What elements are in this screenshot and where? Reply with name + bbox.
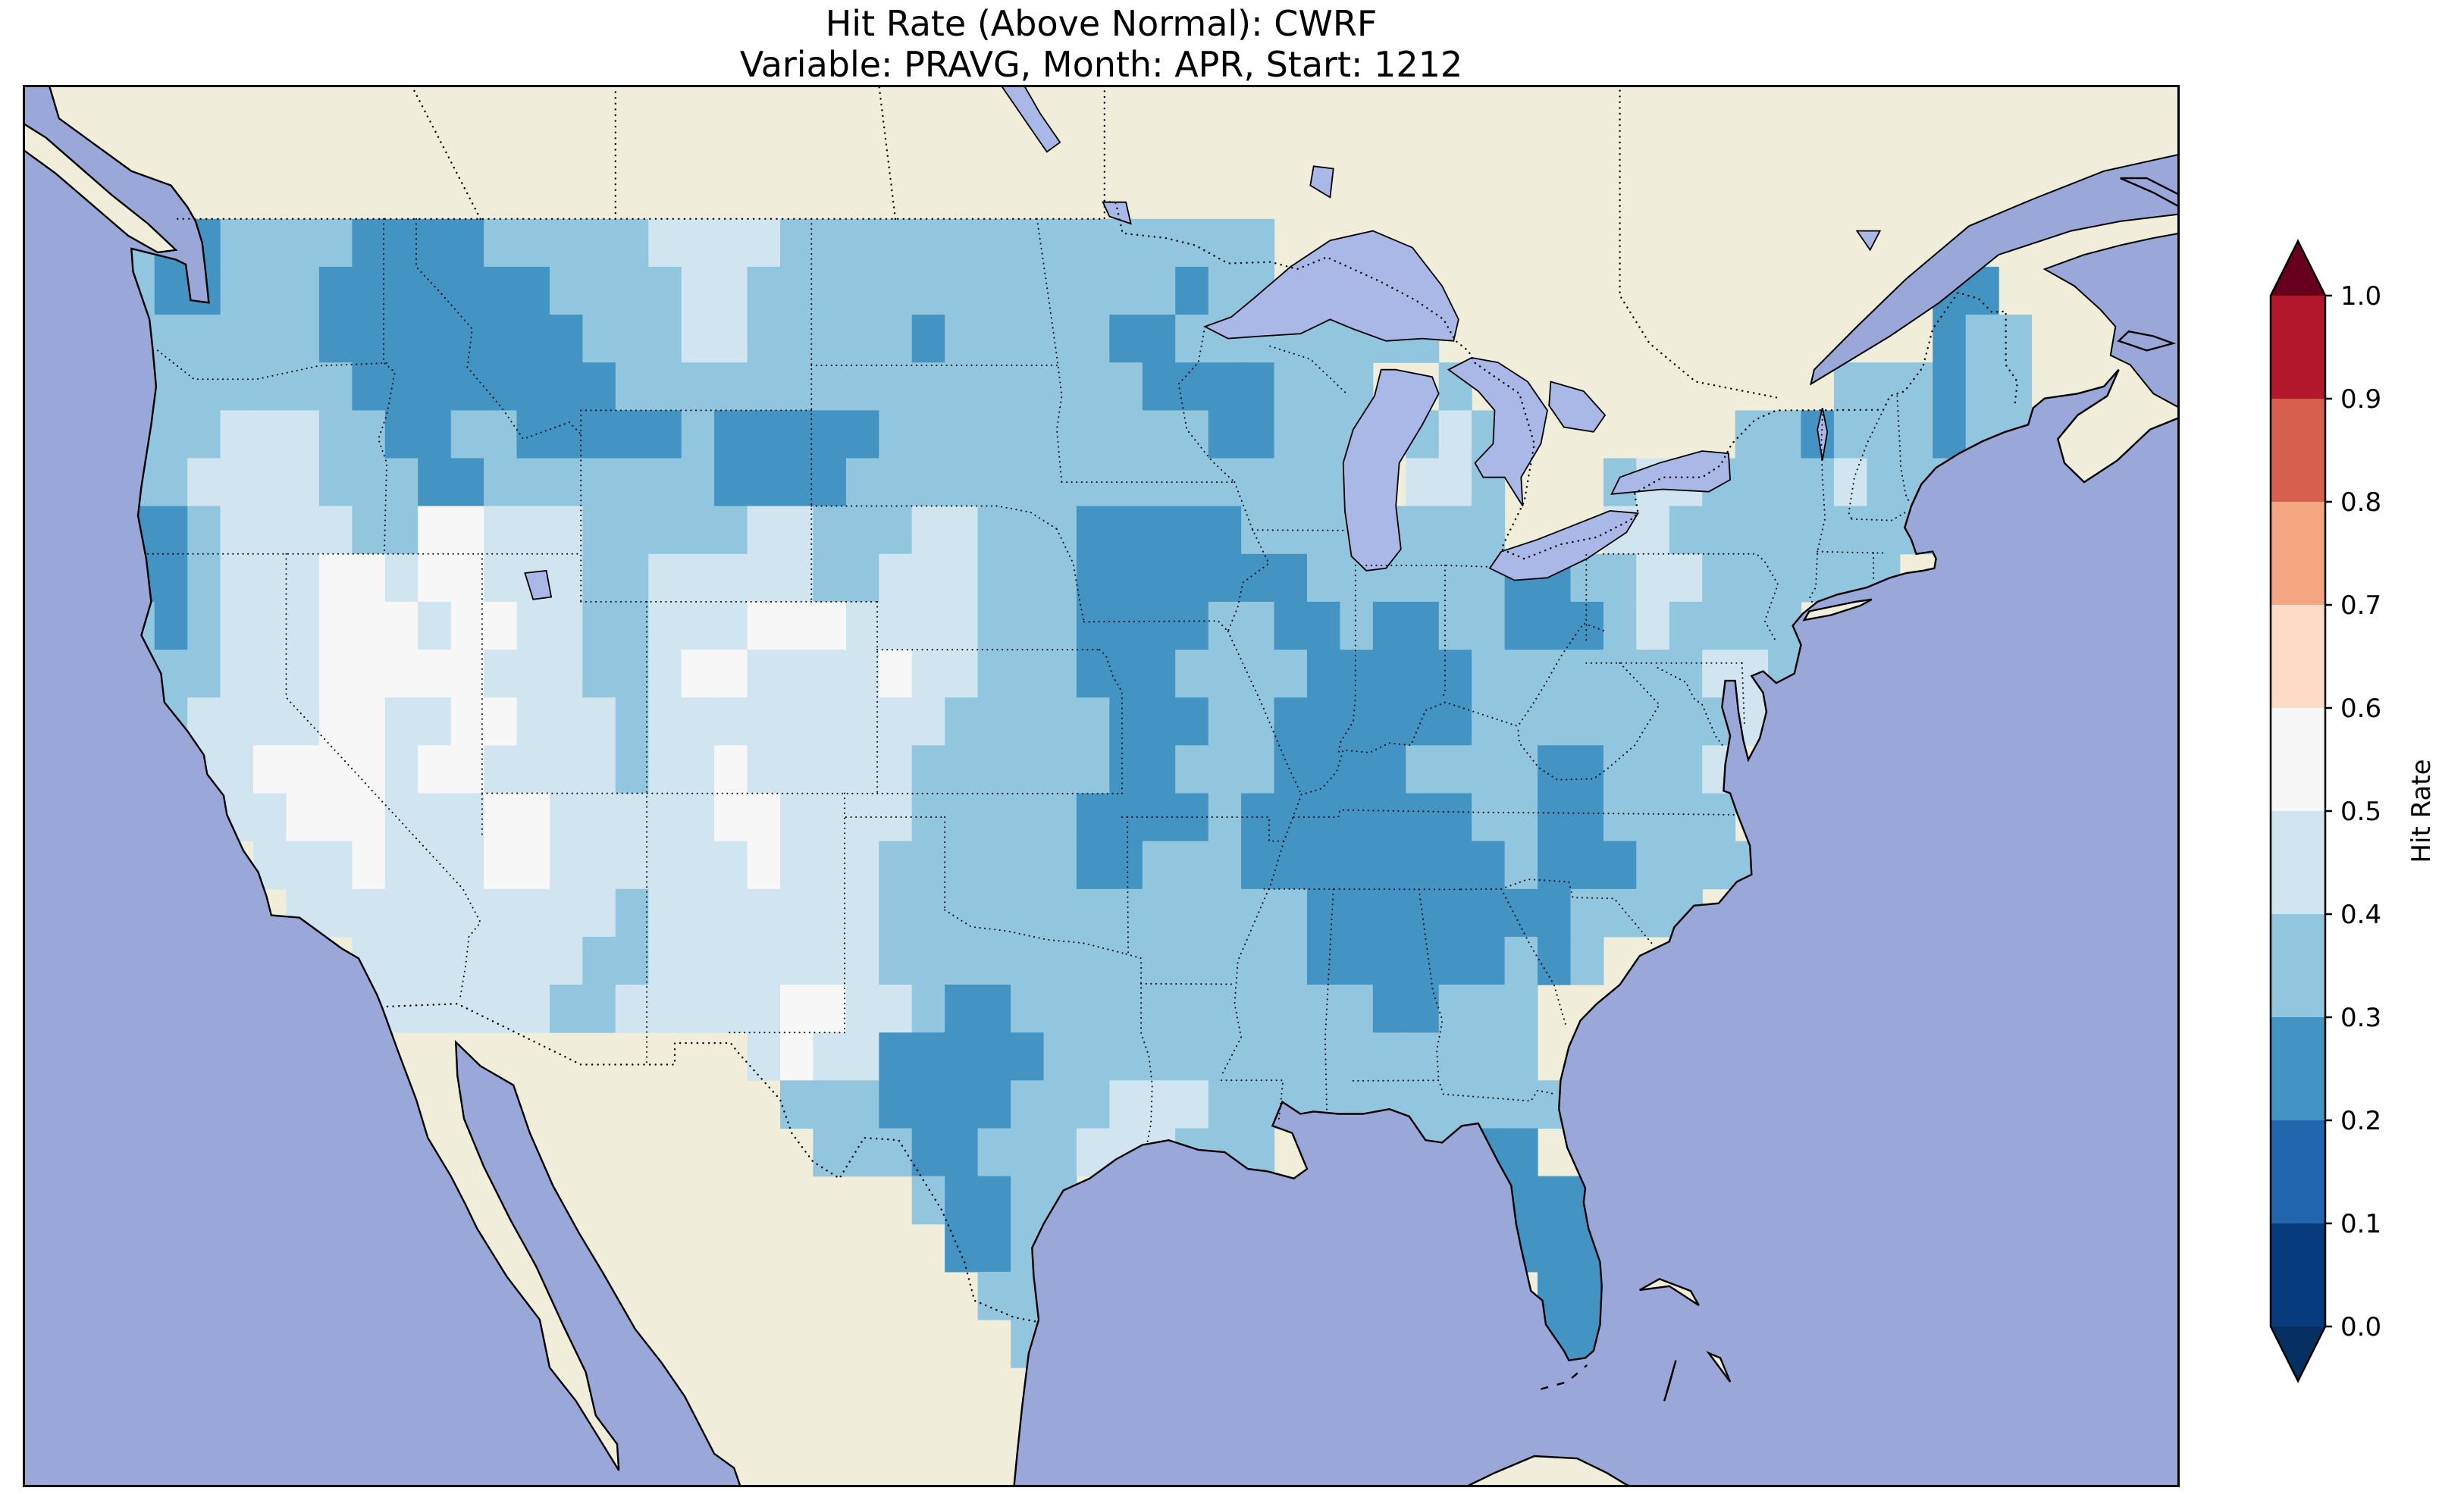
andros_island-coastline: [1663, 1360, 1677, 1402]
colorbar-tick-label: 0.3: [2340, 1003, 2381, 1033]
lake_michigan: [1342, 368, 1440, 572]
great_salt_lake: [524, 569, 553, 600]
colorbar-svg: 0.0 0.1 0.2 0.3 0.4 0.5 0.6 0.7 0.8 0.9 1.0 Hit Rat…: [2269, 239, 2437, 1383]
colorbar-tick-label: 0.8: [2340, 487, 2381, 518]
state-border: [1221, 1079, 1284, 1120]
state-border: [1099, 649, 1123, 795]
state-border: [415, 218, 582, 440]
colorbar-bin: [2271, 1120, 2325, 1223]
long_island-coastline: [1802, 598, 1873, 622]
state-border: [157, 349, 389, 381]
country-border: [878, 85, 897, 220]
colorbar-bin: [2271, 399, 2325, 502]
country-border: [176, 199, 2019, 560]
gulf_of_st_lawrence: [2042, 232, 2180, 409]
state-border: [1252, 529, 1348, 531]
colorbar-tick-label: 1.0: [2340, 281, 2381, 312]
state-border: [1809, 409, 1826, 603]
colorbar-tick-label: 0.4: [2340, 900, 2381, 930]
title-line-2: Variable: PRAVG, Month: APR, Start: 1212: [739, 44, 1463, 86]
colorbar-bin: [2271, 811, 2325, 914]
colorbar-tick-label: 0.5: [2340, 797, 2381, 827]
cuba-land: [1465, 1456, 1633, 1487]
country-border: [410, 85, 481, 220]
colorbar-bin: [2271, 296, 2325, 399]
state-border: [1337, 564, 1356, 756]
state-border: [1851, 511, 1907, 521]
vancouver_island-land: [23, 123, 176, 252]
colorbar-bin: [2271, 708, 2325, 811]
state-border: [1657, 667, 1726, 749]
state-border: [1221, 794, 1303, 1076]
state-border: [1324, 888, 1334, 1112]
map-axes: [23, 85, 2180, 1487]
colorbar-bin: [2271, 502, 2325, 605]
grand_bahama-land: [1639, 1279, 1699, 1306]
colorbar-tick-label: 0.9: [2340, 384, 2381, 415]
lake_superior: [1203, 230, 1459, 342]
vancouver_island-coastline: [23, 122, 178, 254]
colorbar-under-arrow: [2271, 1326, 2325, 1381]
colorbar-tick-label: 0.6: [2340, 694, 2381, 724]
eleuthera-coastline: [1706, 1351, 1732, 1383]
state-border: [1140, 982, 1236, 985]
state-border: [1125, 953, 1153, 1144]
lake_winnipeg: [999, 85, 1061, 153]
colorbar: 0.0 0.1 0.2 0.3 0.4 0.5 0.6 0.7 0.8 0.9 1.0 Hit Rat…: [2263, 224, 2464, 1406]
hit-rate-grid: [121, 218, 2033, 1368]
title-line-1: Hit Rate (Above Normal): CWRF: [825, 3, 1378, 44]
st_lawrence_river: [1809, 153, 2180, 386]
colorbar-bin: [2271, 1017, 2325, 1120]
state-border: [1227, 481, 1270, 633]
mainland-coastline: [48, 85, 2180, 1487]
state-border: [1269, 345, 1348, 395]
lake_ontario: [1610, 450, 1732, 495]
lake_huron: [1447, 356, 1548, 507]
state-border: [810, 505, 1058, 530]
colorbar-tick-label: 0.0: [2340, 1312, 2381, 1342]
lake_nipigon: [1309, 165, 1334, 199]
state-border: [1177, 325, 1236, 484]
lake_champlain: [1817, 407, 1829, 461]
colorbar-over-arrow: [2271, 241, 2325, 296]
anticosti_island-coastline: [2120, 177, 2180, 208]
grand_bahama-coastline: [1639, 1277, 1700, 1307]
us-hit-rate-map: [23, 85, 2180, 1487]
state-border: [1300, 622, 1604, 796]
country-border: [381, 1003, 1040, 1323]
colorbar-axis-label: Hit Rate: [2406, 759, 2437, 863]
colorbar-tick-label: 0.1: [2340, 1209, 2381, 1239]
prince_edward_island-coastline: [2117, 330, 2177, 352]
colorbar-tick-label: 0.2: [2340, 1106, 2381, 1136]
figure-title: Hit Rate (Above Normal): CWRF Variable: …: [23, 3, 2180, 86]
colorbar-bin: [2271, 1223, 2325, 1326]
colorbar-tick-label: 0.7: [2340, 590, 2381, 621]
colorbar-bin: [2271, 914, 2325, 1017]
long_island-land: [1804, 599, 1872, 620]
state-border: [1817, 550, 1889, 554]
lake_of_the_woods: [1102, 201, 1132, 225]
state-border: [1848, 409, 1885, 520]
georgian_bay: [1548, 381, 1607, 433]
state-border: [1741, 662, 1745, 725]
colorbar-bin: [2271, 605, 2325, 708]
map-frame: [23, 85, 2180, 1487]
state-border: [1083, 620, 1229, 633]
lake_erie: [1488, 509, 1640, 581]
lac_st_jean: [1855, 230, 1882, 252]
